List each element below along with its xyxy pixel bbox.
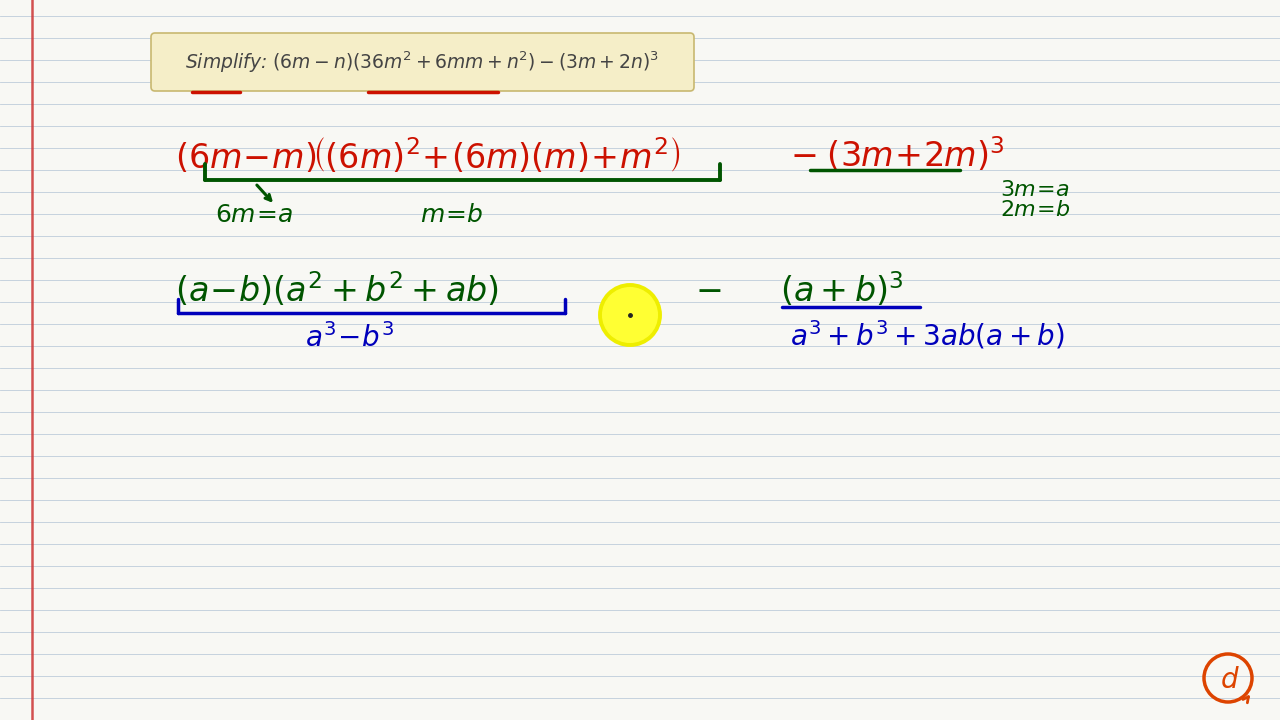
Text: $(a+b)^3$: $(a+b)^3$ [780,271,904,310]
Text: $6m\!=\!a$: $6m\!=\!a$ [215,203,293,227]
Text: $3m\!=\!a$: $3m\!=\!a$ [1000,180,1070,200]
Text: $-\;(3m\!+\!2m)^3$: $-\;(3m\!+\!2m)^3$ [790,135,1005,174]
Text: $a^3\!-\!b^3$: $a^3\!-\!b^3$ [306,323,394,353]
Text: $(a\!-\!b)(a^2+b^2+ab)$: $(a\!-\!b)(a^2+b^2+ab)$ [175,271,499,310]
Text: $2m\!=\!b$: $2m\!=\!b$ [1000,200,1070,220]
FancyBboxPatch shape [151,33,694,91]
Text: $a^3+b^3+3ab(a+b)$: $a^3+b^3+3ab(a+b)$ [790,318,1065,351]
Text: Simplify: $(6m-n)(36m^2+6mm+n^2)-(3m+2n)^3$: Simplify: $(6m-n)(36m^2+6mm+n^2)-(3m+2n)… [186,49,659,75]
Text: $-$: $-$ [695,274,722,307]
Text: $m\!=\!b$: $m\!=\!b$ [420,203,484,227]
Circle shape [600,285,660,345]
Text: $\it{d}$: $\it{d}$ [1220,666,1240,694]
Text: $(6m\!-\!m)\!\left((6m)^2\!+\!(6m)(m)\!+\!m^2\right)$: $(6m\!-\!m)\!\left((6m)^2\!+\!(6m)(m)\!+… [175,135,681,174]
